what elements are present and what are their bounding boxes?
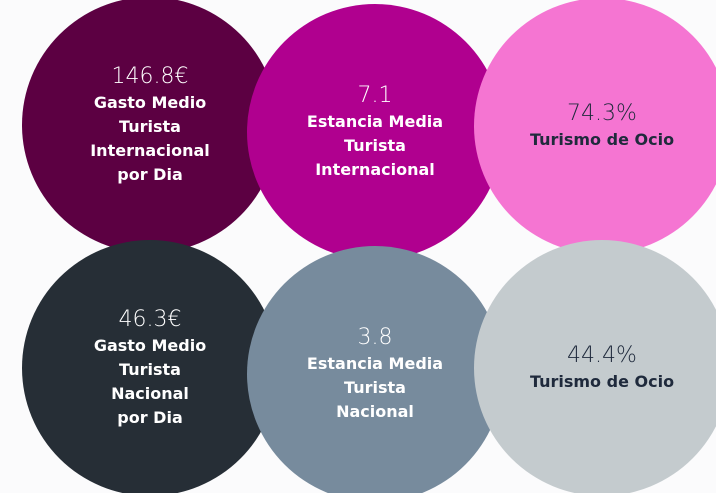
stat-label: Turismo de Ocio xyxy=(529,372,675,391)
stat-label: Nacional xyxy=(111,384,189,403)
stat-label: Turista xyxy=(344,136,406,155)
stat-circle: 3.8 Estancia Media Turista Nacional xyxy=(247,246,503,493)
stat-label: Estancia Media xyxy=(306,112,444,131)
stat-label: por Dia xyxy=(117,165,183,184)
stat-label: Turismo de Ocio xyxy=(529,130,675,149)
stat-label: Turista xyxy=(119,117,181,136)
stat-circle: 146.8€ Gasto Medio Turista Internacional por… xyxy=(22,0,278,253)
stat-circle: 44.4% Turismo de Ocio xyxy=(474,240,716,493)
stat-circle: 7.1 Estancia Media Turista Internacional xyxy=(247,4,503,260)
stat-label: Turista xyxy=(344,378,406,397)
stat-circle: 74.3% Turismo de Ocio xyxy=(474,0,716,254)
stat-label: Estancia Media xyxy=(306,354,444,373)
stat-value: 44.4% xyxy=(567,343,637,368)
stat-label: Gasto Medio xyxy=(93,336,207,355)
stat-label: Internacional xyxy=(315,160,435,179)
stat-value: 74.3% xyxy=(567,101,637,126)
stat-value: 3.8 xyxy=(357,325,393,350)
stat-circle: 46.3€ Gasto Medio Turista Nacional por Dia xyxy=(22,240,278,493)
stat-label: Turista xyxy=(119,360,181,379)
stat-label: por Dia xyxy=(117,408,183,427)
stat-label: Gasto Medio xyxy=(93,93,207,112)
stat-label: Internacional xyxy=(90,141,210,160)
stat-value: 146.8€ xyxy=(111,64,189,89)
stat-label: Nacional xyxy=(336,402,414,421)
stat-value: 46.3€ xyxy=(118,307,182,332)
stat-value: 7.1 xyxy=(357,83,393,108)
